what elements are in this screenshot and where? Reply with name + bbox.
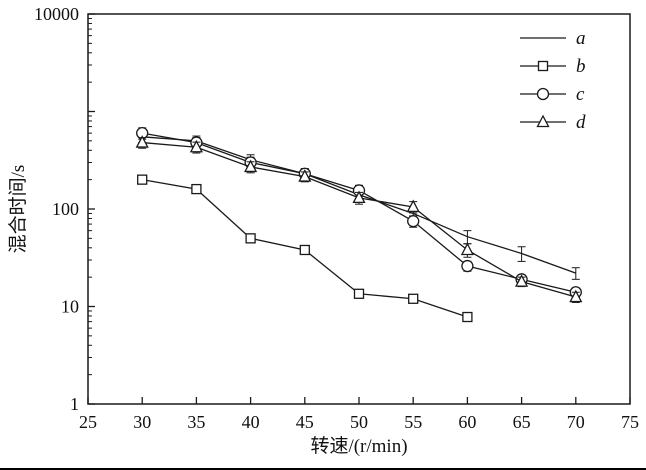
triangle-marker-icon [460,242,474,256]
series-d [135,135,583,303]
x-axis-tick-label: 55 [404,412,422,432]
x-axis: 25 30 35 40 45 50 55 60 65 70 75 转速/(r/min) [79,397,639,457]
y-axis-title: 混合时间/s [7,165,29,254]
x-axis-tick-label: 65 [513,412,531,432]
triangle-marker-icon [406,199,420,213]
square-marker-icon [299,244,310,256]
x-axis-tick-label: 75 [621,412,639,432]
legend-item-d: d [520,112,586,133]
x-axis-tick-label: 70 [567,412,585,432]
series-a [138,131,580,280]
legend-label: b [576,56,586,77]
x-axis-tick-label: 30 [133,412,151,432]
square-marker-icon [537,60,549,72]
circle-marker-icon [536,87,550,101]
x-axis-tick-label: 50 [350,412,368,432]
square-marker-icon [353,288,365,299]
legend-label: a [576,28,586,49]
triangle-marker-icon [189,139,203,153]
x-axis-tick-label: 35 [187,412,205,432]
triangle-marker-icon [135,135,149,148]
y-axis-tick-label: 100 [52,199,79,219]
legend-label: d [576,112,586,133]
triangle-marker-icon [515,274,529,287]
triangle-marker-icon [298,169,312,182]
x-axis-tick-label: 25 [79,412,97,432]
bottom-rule [0,468,646,470]
legend-item-c: c [520,84,585,105]
triangle-marker-icon [352,190,366,204]
y-axis-tick-label: 1 [70,394,79,414]
triangle-marker-icon [536,114,550,128]
legend-label: c [576,84,585,105]
y-axis-tick-label: 10000 [34,4,79,24]
x-axis-tick-label: 60 [458,412,476,432]
series-b [137,174,473,323]
triangle-marker-icon [569,289,583,303]
circle-marker-icon [461,259,474,273]
series-line [142,136,577,274]
square-marker-icon [137,174,148,185]
plot-frame [87,13,631,405]
triangle-marker-icon [244,159,258,173]
square-marker-icon [462,311,473,323]
square-marker-icon [191,183,202,195]
legend-item-b: b [520,56,586,77]
series-line [142,141,576,298]
legend-item-a: a [520,28,586,49]
x-axis-tick-label: 45 [296,412,314,432]
circle-marker-icon [407,215,420,228]
y-axis-tick-label: 10 [61,297,79,317]
y-axis: 1 10 100 10000 混合时间/s [7,4,95,414]
x-axis-title: 转速/(r/min) [310,435,407,457]
series-line [142,132,576,293]
square-marker-icon [408,293,419,304]
square-marker-icon [245,233,256,244]
x-axis-tick-label: 40 [242,412,260,432]
series-c [136,126,582,299]
